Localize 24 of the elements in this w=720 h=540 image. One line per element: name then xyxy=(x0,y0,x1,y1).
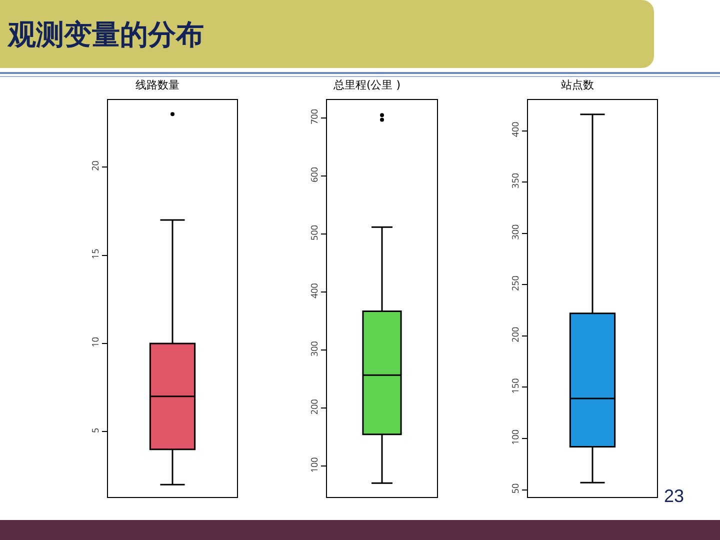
chart-title: 站点数 xyxy=(561,78,594,92)
y-tick-label: 300 xyxy=(307,341,320,357)
chart-title: 总里程(公里 ) xyxy=(332,78,401,92)
y-tick-label: 100 xyxy=(307,457,320,473)
y-tick-label: 200 xyxy=(307,399,320,415)
y-tick-label: 20 xyxy=(88,160,102,171)
y-tick-label: 15 xyxy=(88,248,102,260)
y-tick-label: 500 xyxy=(307,224,320,240)
y-tick-label: 300 xyxy=(508,224,522,240)
y-tick-label: 100 xyxy=(508,429,522,445)
y-tick-label: 350 xyxy=(508,172,522,188)
y-tick-label: 50 xyxy=(508,483,522,494)
chart-title: 线路数量 xyxy=(136,78,180,92)
y-tick-label: 400 xyxy=(307,283,320,298)
y-tick-label: 600 xyxy=(307,166,320,182)
text: 观测变量的分布 xyxy=(8,17,204,53)
y-tick-label: 150 xyxy=(508,378,522,394)
y-tick-label: 700 xyxy=(307,108,320,124)
y-tick-label: 200 xyxy=(508,326,522,342)
y-tick-label: 250 xyxy=(508,276,522,292)
text: 23 xyxy=(664,486,684,507)
y-tick-label: 10 xyxy=(88,336,102,348)
y-tick-label: 400 xyxy=(508,122,522,138)
y-tick-label: 5 xyxy=(88,428,102,433)
